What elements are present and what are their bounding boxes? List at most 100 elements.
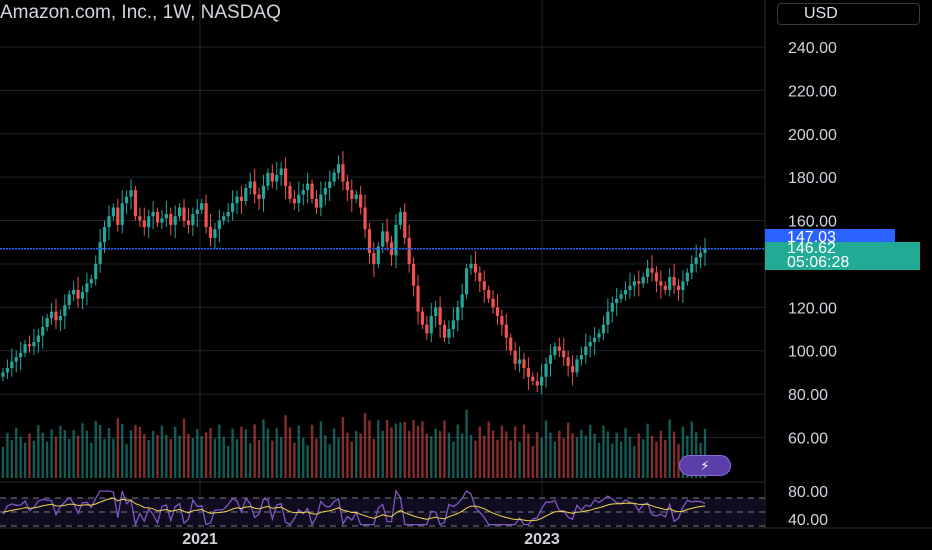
volume-bar	[540, 437, 543, 478]
volume-bar	[226, 445, 230, 478]
volume-bar	[332, 428, 336, 478]
flash-button[interactable]: ⚡	[679, 455, 731, 476]
last-price-label: 147.03	[765, 229, 895, 246]
candle	[111, 207, 115, 217]
candle	[323, 188, 327, 195]
volume-bar	[531, 445, 535, 478]
candle	[570, 365, 575, 373]
volume-bar	[249, 443, 252, 478]
candle	[676, 285, 681, 290]
candle	[319, 194, 323, 208]
volume-bar	[624, 427, 627, 478]
volume-bar	[452, 441, 455, 478]
candle	[593, 337, 597, 343]
volume-bar	[191, 438, 195, 478]
candle	[169, 214, 173, 225]
candle	[151, 211, 155, 217]
volume-bar	[41, 432, 44, 478]
candle	[416, 285, 420, 312]
volume-bar	[10, 440, 14, 478]
volume-bar	[293, 442, 296, 478]
candle	[473, 263, 478, 273]
candle	[54, 311, 58, 321]
candle	[45, 318, 49, 327]
candle	[310, 183, 314, 199]
candle	[80, 292, 85, 299]
volume-bar	[187, 433, 190, 478]
volume-bar	[469, 434, 473, 478]
volume-bar	[584, 435, 587, 478]
candle	[186, 220, 191, 225]
volume-bar	[474, 440, 477, 478]
candle	[641, 276, 645, 284]
volume-bar	[315, 438, 318, 478]
volume-bar	[425, 433, 429, 478]
candle	[513, 350, 517, 364]
candle	[690, 263, 694, 273]
volume-bar	[200, 436, 203, 478]
candle	[350, 190, 354, 199]
candle	[557, 346, 561, 351]
candle	[195, 209, 199, 215]
volume-bar	[664, 439, 667, 478]
candle	[619, 294, 623, 299]
candle	[575, 359, 579, 373]
volume-bar	[346, 432, 349, 478]
volume-bar	[204, 432, 208, 478]
volume-bar	[355, 430, 358, 478]
volume-bar	[98, 425, 102, 478]
candle	[178, 207, 182, 217]
candle	[107, 216, 111, 228]
candle	[306, 183, 310, 191]
candle	[372, 253, 376, 264]
volume-bar	[196, 428, 199, 478]
volume-bar	[23, 442, 27, 478]
volume-bar	[324, 435, 327, 478]
volume-bar	[655, 441, 658, 478]
volume-bar	[1, 446, 5, 478]
candle	[500, 316, 504, 325]
volume-bar	[553, 441, 557, 478]
candle	[98, 242, 102, 264]
candle	[597, 333, 601, 338]
candle	[456, 307, 460, 321]
candle	[491, 298, 495, 308]
candle	[469, 263, 473, 269]
current-price-badge: 146.62 05:06:28	[765, 241, 920, 271]
candle	[41, 326, 45, 336]
volume-bar	[633, 445, 636, 478]
volume-bar	[182, 418, 186, 478]
volume-bar	[372, 439, 376, 478]
candle	[173, 216, 177, 225]
candle	[584, 346, 588, 356]
volume-bar	[45, 441, 49, 478]
volume-bar	[615, 432, 618, 478]
candle	[698, 253, 703, 258]
volume-bar	[134, 424, 137, 478]
candle	[398, 211, 402, 225]
candle	[63, 305, 67, 317]
candle	[425, 324, 429, 334]
volume-bar	[178, 435, 181, 478]
candle	[301, 190, 305, 195]
volume-bar	[341, 417, 345, 478]
candle	[654, 272, 659, 282]
candle	[579, 355, 583, 360]
volume-bar	[580, 429, 583, 478]
candle	[681, 281, 685, 290]
candle	[526, 368, 530, 377]
candle	[125, 196, 129, 204]
candle	[632, 281, 636, 286]
currency-button[interactable]: USD	[777, 3, 920, 25]
volume-bar	[253, 424, 256, 478]
volume-bar	[399, 422, 402, 478]
volume-bar	[619, 441, 623, 478]
candle	[562, 350, 566, 358]
candle	[336, 164, 341, 173]
volume-bar	[271, 440, 274, 478]
candle	[464, 268, 469, 295]
candle	[394, 224, 398, 256]
rsi-tick-label: 40.00	[788, 512, 828, 529]
candle	[204, 203, 208, 228]
